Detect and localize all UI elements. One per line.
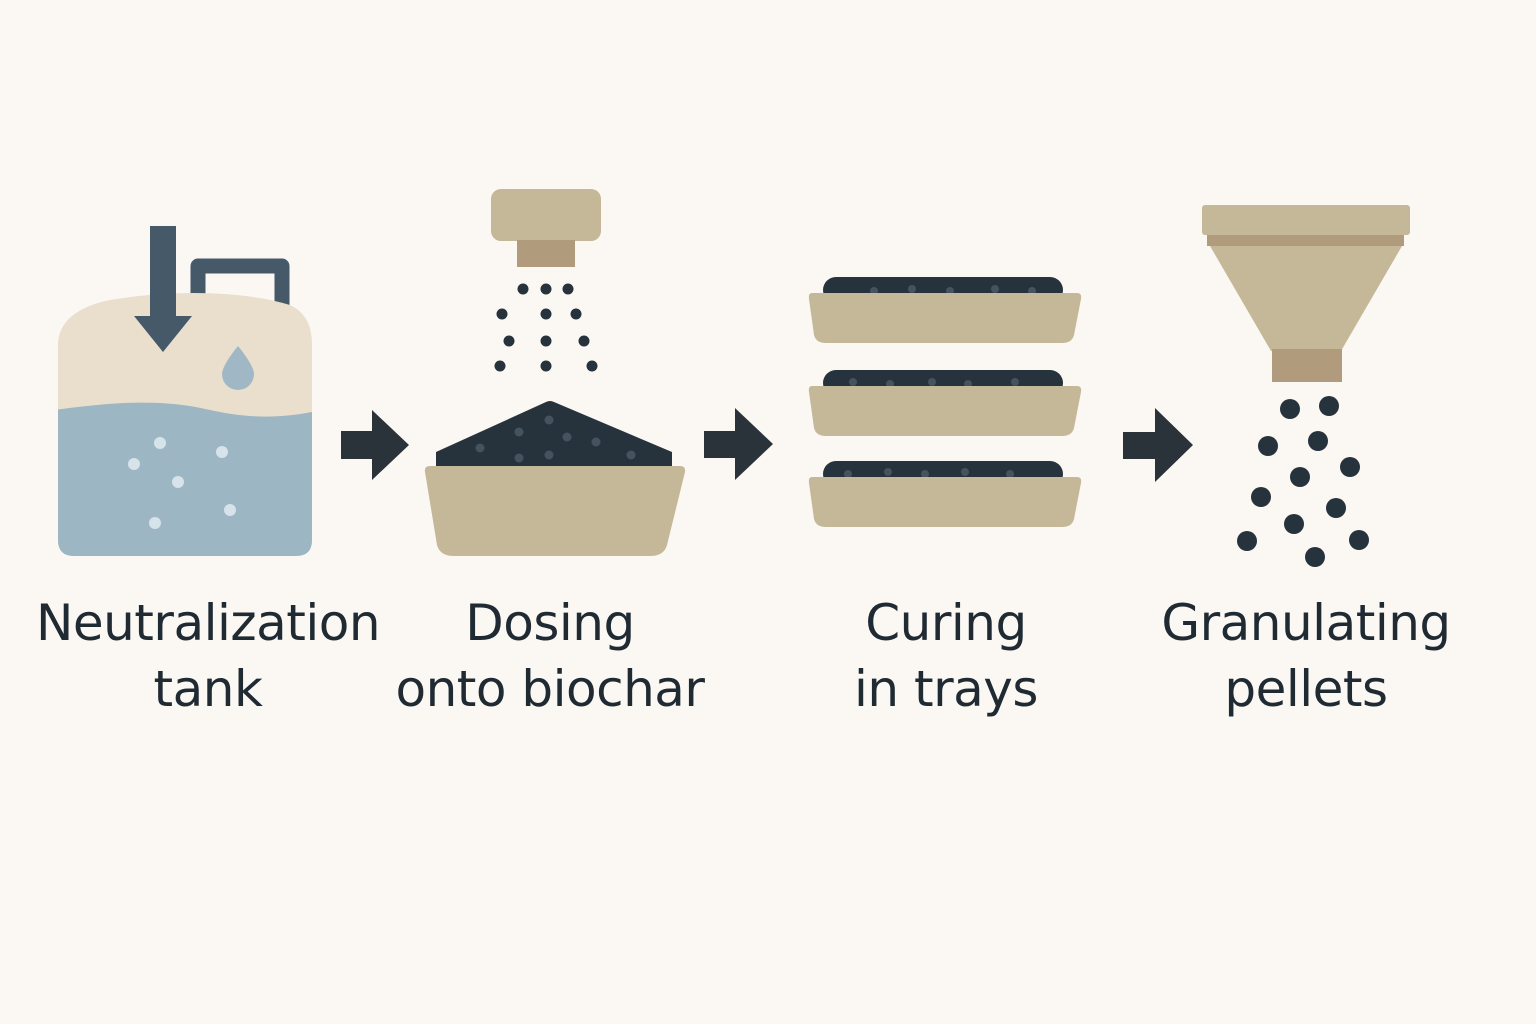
pellets [1237,396,1369,567]
tray [808,277,1082,343]
biochar-bin [424,466,686,556]
step-label-line: pellets [1224,660,1388,718]
biochar-pile [436,401,672,468]
doser-nozzle [517,240,575,267]
funnel-cone [1210,246,1402,351]
tray [808,370,1082,436]
droplet-icon [222,346,254,390]
trays-icon [808,277,1082,527]
step-label-line: Neutralization [35,594,381,652]
doser-head [491,189,601,241]
tank-bubbles [128,437,236,529]
step-label-line: Granulating [1161,594,1451,652]
step-label-line: in trays [854,660,1038,718]
biochar-specks [475,415,636,463]
dosing-icon [424,189,686,556]
inlet-arrow-icon [134,226,192,352]
step-label-curing: Curing in trays [766,590,1126,722]
funnel-rim-band [1207,235,1404,246]
tank-liquid [58,402,312,556]
flow-arrow-icon [704,408,773,480]
step-label-line: Dosing [465,594,635,652]
spray-dots [494,283,598,372]
flow-arrow-icon [341,410,409,480]
step-label-line: tank [153,660,263,718]
step-label-dosing: Dosing onto biochar [370,590,730,722]
funnel-icon [1202,205,1410,567]
flow-arrow-icon [1123,408,1193,482]
step-label-line: Curing [865,594,1027,652]
step-label-granulating: Granulating pellets [1126,590,1486,722]
tray [808,461,1082,527]
funnel-rim [1202,205,1410,235]
tank-icon [58,226,312,556]
funnel-spout [1272,349,1342,382]
step-label-line: onto biochar [395,660,705,718]
step-label-neutralization: Neutralization tank [28,590,388,722]
tank-outlet-pipe [190,258,290,322]
